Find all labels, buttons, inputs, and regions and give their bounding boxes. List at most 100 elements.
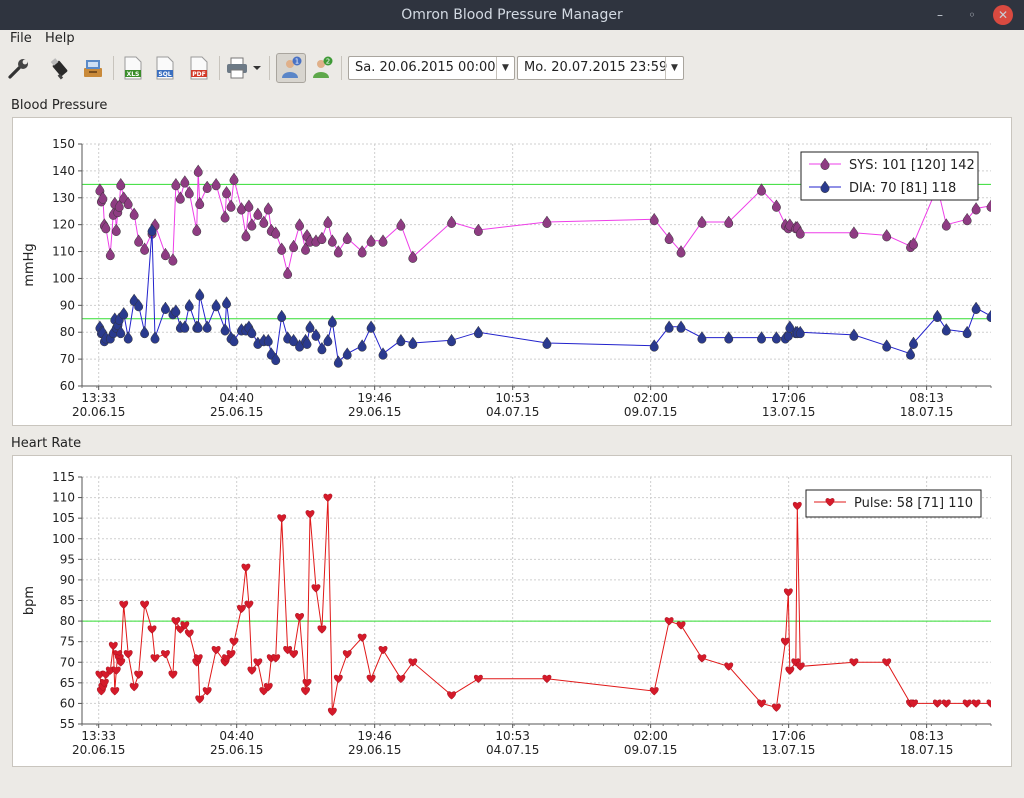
printer-icon[interactable]	[224, 54, 252, 82]
bp-series-1-point	[408, 336, 418, 349]
chevron-down-icon[interactable]: ▼	[496, 57, 514, 79]
hr-series-0-point	[962, 699, 972, 708]
hr-x-tick-date: 09.07.15	[624, 743, 677, 757]
bp-series-1-point	[323, 333, 333, 347]
bp-series-1-point	[317, 341, 327, 355]
hr-series-0-point	[289, 650, 298, 659]
hr-plot-area	[95, 493, 991, 716]
bp-series-0-point	[175, 191, 185, 204]
from-date-select[interactable]: Sa. 20.06.2015 00:00 ▼	[348, 56, 515, 80]
hr-y-tick-label: 85	[60, 594, 75, 608]
hr-series-0-point	[295, 613, 304, 622]
bp-series-0-point	[259, 215, 269, 228]
hr-series-0-point	[247, 666, 257, 675]
bp-series-0-point	[195, 196, 205, 210]
bp-series-1-point	[724, 331, 734, 344]
hr-y-tick-label: 55	[60, 717, 75, 731]
bp-series-0-point	[849, 226, 859, 239]
hr-y-tick-label: 75	[60, 635, 75, 649]
bp-y-axis-label: mmHg	[22, 243, 37, 286]
hr-series-0-point	[202, 687, 212, 696]
bp-series-0-point	[473, 223, 483, 236]
wrench-icon[interactable]	[5, 54, 33, 82]
bp-series-1-point	[202, 320, 212, 333]
bp-series-1-point	[180, 320, 190, 333]
chevron-down-icon[interactable]: ▼	[665, 57, 683, 79]
hr-series-0-point	[150, 654, 160, 663]
bp-series-0-point	[795, 226, 805, 239]
bp-x-tick-date: 29.06.15	[348, 405, 401, 419]
minimize-icon[interactable]: –	[937, 8, 943, 22]
hr-series-0-point	[140, 600, 149, 609]
bp-series-1-point	[277, 309, 287, 323]
bp-series-1-point	[271, 352, 281, 366]
bp-series-0-point	[253, 207, 263, 220]
hr-series-0-point	[783, 588, 793, 597]
bp-series-0-point	[378, 234, 388, 247]
toolbar: XLS SQL PDF 1 2 Sa. 20.06.2015 00:00 ▼ M…	[0, 50, 1024, 88]
bp-x-tick-time: 02:00	[633, 391, 668, 405]
bp-series-1-point	[333, 355, 343, 368]
bp-series-1-point	[542, 336, 552, 349]
hr-series-0-point	[932, 699, 942, 708]
database-icon[interactable]	[79, 54, 107, 82]
bp-series-0-point	[123, 196, 133, 210]
hr-series-0-point	[180, 621, 190, 630]
bp-series-0-point	[114, 199, 124, 212]
bp-series-1-point	[193, 320, 203, 333]
bp-section-title: Blood Pressure	[11, 98, 108, 113]
bp-series-0-point	[184, 185, 194, 199]
user-1-icon[interactable]: 1	[276, 53, 306, 83]
hr-x-tick-time: 04:40	[219, 729, 254, 743]
sql-export-icon[interactable]: SQL	[151, 54, 179, 82]
hr-series-0-point	[447, 691, 456, 700]
close-icon[interactable]: ✕	[993, 5, 1013, 25]
bp-series-1-point	[986, 309, 991, 323]
bp-x-tick-time: 13:33	[81, 391, 116, 405]
bp-series-0-point	[317, 231, 327, 245]
hr-x-tick-time: 13:33	[81, 729, 116, 743]
bp-series-0-point	[105, 247, 115, 261]
bp-series-0-point	[220, 210, 230, 223]
hr-series-0-point	[116, 658, 126, 667]
hr-section-title: Heart Rate	[11, 436, 82, 451]
bp-series-0-point	[676, 244, 686, 258]
hr-series-0-point	[333, 674, 343, 684]
printer-dropdown-icon[interactable]	[250, 54, 264, 82]
bp-series-1-point	[906, 347, 915, 360]
menu-file[interactable]: File	[10, 31, 32, 46]
bp-series-1-point	[222, 296, 231, 309]
to-date-select[interactable]: Mo. 20.07.2015 23:59 ▼	[517, 56, 684, 80]
bp-legend-box	[800, 151, 979, 201]
bp-series-0-point	[116, 177, 126, 191]
hr-series-0-point	[119, 600, 129, 609]
hr-series-0-point	[785, 666, 795, 675]
bp-series-0-point	[962, 212, 972, 226]
hr-series-0-point	[676, 621, 686, 630]
hr-x-tick-date: 20.06.15	[72, 743, 125, 757]
menu-help[interactable]: Help	[45, 31, 75, 46]
svg-text:SQL: SQL	[158, 71, 171, 78]
pdf-export-icon[interactable]: PDF	[185, 54, 213, 82]
bp-series-1-point	[697, 331, 707, 344]
svg-text:XLS: XLS	[127, 71, 140, 78]
hr-series-0-point	[134, 670, 144, 679]
hr-series-0-point	[226, 650, 236, 659]
usb-import-icon[interactable]	[45, 54, 73, 82]
bp-series-1-point	[289, 333, 299, 347]
user-2-icon[interactable]: 2	[308, 54, 336, 82]
toolbar-separator	[341, 56, 342, 80]
bp-series-0-point	[909, 236, 918, 250]
maximize-icon[interactable]: ◦	[968, 8, 976, 22]
hr-y-tick-label: 80	[60, 614, 75, 628]
toolbar-separator	[269, 56, 270, 80]
hr-x-tick-date: 25.06.15	[210, 743, 263, 757]
hr-series-0-point	[378, 645, 388, 655]
menu-bar: File Help	[0, 30, 1024, 50]
bp-series-0-point	[171, 177, 181, 191]
hr-legend: Pulse: 58 [71] 110	[805, 489, 982, 518]
pdf-badge	[191, 70, 207, 77]
hr-x-tick-time: 02:00	[633, 729, 668, 743]
xls-export-icon[interactable]: XLS	[119, 54, 147, 82]
hr-y-tick-label: 105	[52, 511, 75, 525]
